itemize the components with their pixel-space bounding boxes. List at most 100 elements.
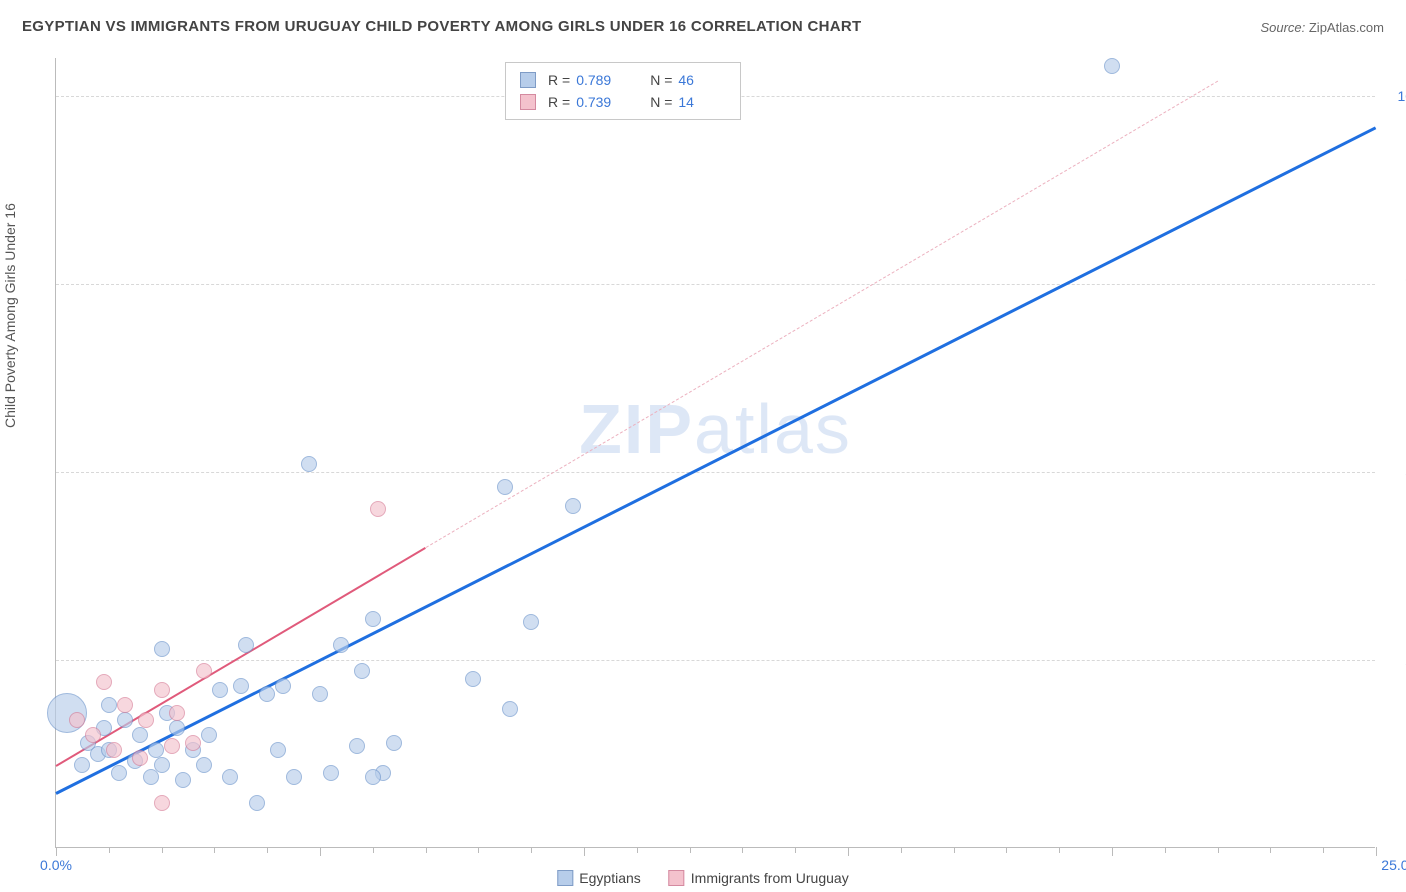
x-tickmark	[901, 847, 902, 853]
scatter-point	[386, 735, 402, 751]
scatter-point	[169, 720, 185, 736]
scatter-point	[301, 456, 317, 472]
x-tickmark	[109, 847, 110, 853]
x-tickmark	[1270, 847, 1271, 853]
scatter-point	[233, 678, 249, 694]
x-tickmark	[162, 847, 163, 853]
x-tickmark	[690, 847, 691, 853]
scatter-point	[275, 678, 291, 694]
scatter-point	[185, 735, 201, 751]
source-name: ZipAtlas.com	[1309, 20, 1384, 35]
x-tickmark	[1376, 847, 1377, 856]
x-tickmark	[1112, 847, 1113, 856]
scatter-point	[201, 727, 217, 743]
x-tickmark	[320, 847, 321, 856]
scatter-point	[312, 686, 328, 702]
x-tickmark	[531, 847, 532, 853]
x-tick-label: 25.0%	[1381, 857, 1406, 873]
scatter-point	[117, 697, 133, 713]
x-tickmark	[637, 847, 638, 853]
scatter-point	[365, 769, 381, 785]
chart-title: EGYPTIAN VS IMMIGRANTS FROM URUGUAY CHIL…	[22, 18, 862, 35]
x-tickmark	[954, 847, 955, 853]
scatter-point	[69, 712, 85, 728]
scatter-point	[154, 641, 170, 657]
y-tick-label: 25.0%	[1385, 652, 1406, 668]
legend-swatch	[557, 870, 573, 886]
x-tickmark	[56, 847, 57, 856]
scatter-point	[354, 663, 370, 679]
regression-line	[425, 81, 1218, 548]
scatter-point	[565, 498, 581, 514]
scatter-point	[117, 712, 133, 728]
y-tick-label: 75.0%	[1385, 276, 1406, 292]
scatter-point	[238, 637, 254, 653]
scatter-point	[370, 501, 386, 517]
series-legend: EgyptiansImmigrants from Uruguay	[557, 870, 848, 886]
y-tick-label: 50.0%	[1385, 464, 1406, 480]
source-prefix: Source:	[1260, 20, 1308, 35]
scatter-point	[196, 757, 212, 773]
gridline	[56, 472, 1375, 473]
scatter-point	[497, 479, 513, 495]
scatter-point	[74, 757, 90, 773]
legend-swatch	[520, 94, 536, 110]
scatter-point	[154, 795, 170, 811]
scatter-point	[196, 663, 212, 679]
gridline	[56, 660, 1375, 661]
legend-swatch	[669, 870, 685, 886]
scatter-point	[164, 738, 180, 754]
regression-line	[55, 547, 426, 767]
x-tickmark	[1218, 847, 1219, 853]
x-tickmark	[426, 847, 427, 853]
scatter-point	[169, 705, 185, 721]
scatter-point	[502, 701, 518, 717]
scatter-point	[132, 750, 148, 766]
regression-line	[55, 126, 1376, 795]
gridline	[56, 284, 1375, 285]
corr-legend-row: R = 0.789N = 46	[520, 69, 726, 91]
scatter-point	[333, 637, 349, 653]
source-credit: Source: ZipAtlas.com	[1260, 20, 1384, 35]
x-tickmark	[795, 847, 796, 853]
scatter-point	[101, 697, 117, 713]
x-tickmark	[214, 847, 215, 853]
x-tickmark	[1323, 847, 1324, 853]
corr-legend-row: R = 0.739N = 14	[520, 91, 726, 113]
scatter-point	[132, 727, 148, 743]
x-tickmark	[1059, 847, 1060, 853]
y-tick-label: 100.0%	[1385, 88, 1406, 104]
scatter-point	[154, 757, 170, 773]
x-tickmark	[742, 847, 743, 853]
chart-header: EGYPTIAN VS IMMIGRANTS FROM URUGUAY CHIL…	[22, 18, 1384, 42]
scatter-point	[154, 682, 170, 698]
x-tickmark	[478, 847, 479, 853]
scatter-point	[85, 727, 101, 743]
x-tick-label: 0.0%	[40, 857, 72, 873]
scatter-point	[523, 614, 539, 630]
scatter-point	[349, 738, 365, 754]
scatter-point	[259, 686, 275, 702]
x-tickmark	[1165, 847, 1166, 853]
scatter-point	[175, 772, 191, 788]
scatter-point	[148, 742, 164, 758]
scatter-point	[111, 765, 127, 781]
scatter-point	[270, 742, 286, 758]
watermark-text: ZIPatlas	[579, 389, 852, 469]
scatter-point	[106, 742, 122, 758]
correlation-legend: R = 0.789N = 46 R = 0.739N = 14	[505, 62, 741, 120]
x-tickmark	[373, 847, 374, 853]
scatter-point	[465, 671, 481, 687]
scatter-point	[249, 795, 265, 811]
legend-swatch	[520, 72, 536, 88]
scatter-point	[1104, 58, 1120, 74]
scatter-point	[286, 769, 302, 785]
y-axis-label: Child Poverty Among Girls Under 16	[2, 203, 18, 428]
scatter-point	[138, 712, 154, 728]
x-tickmark	[1006, 847, 1007, 853]
x-tickmark	[584, 847, 585, 856]
x-tickmark	[267, 847, 268, 853]
legend-item: Egyptians	[557, 870, 640, 886]
scatter-point	[212, 682, 228, 698]
scatter-point	[365, 611, 381, 627]
